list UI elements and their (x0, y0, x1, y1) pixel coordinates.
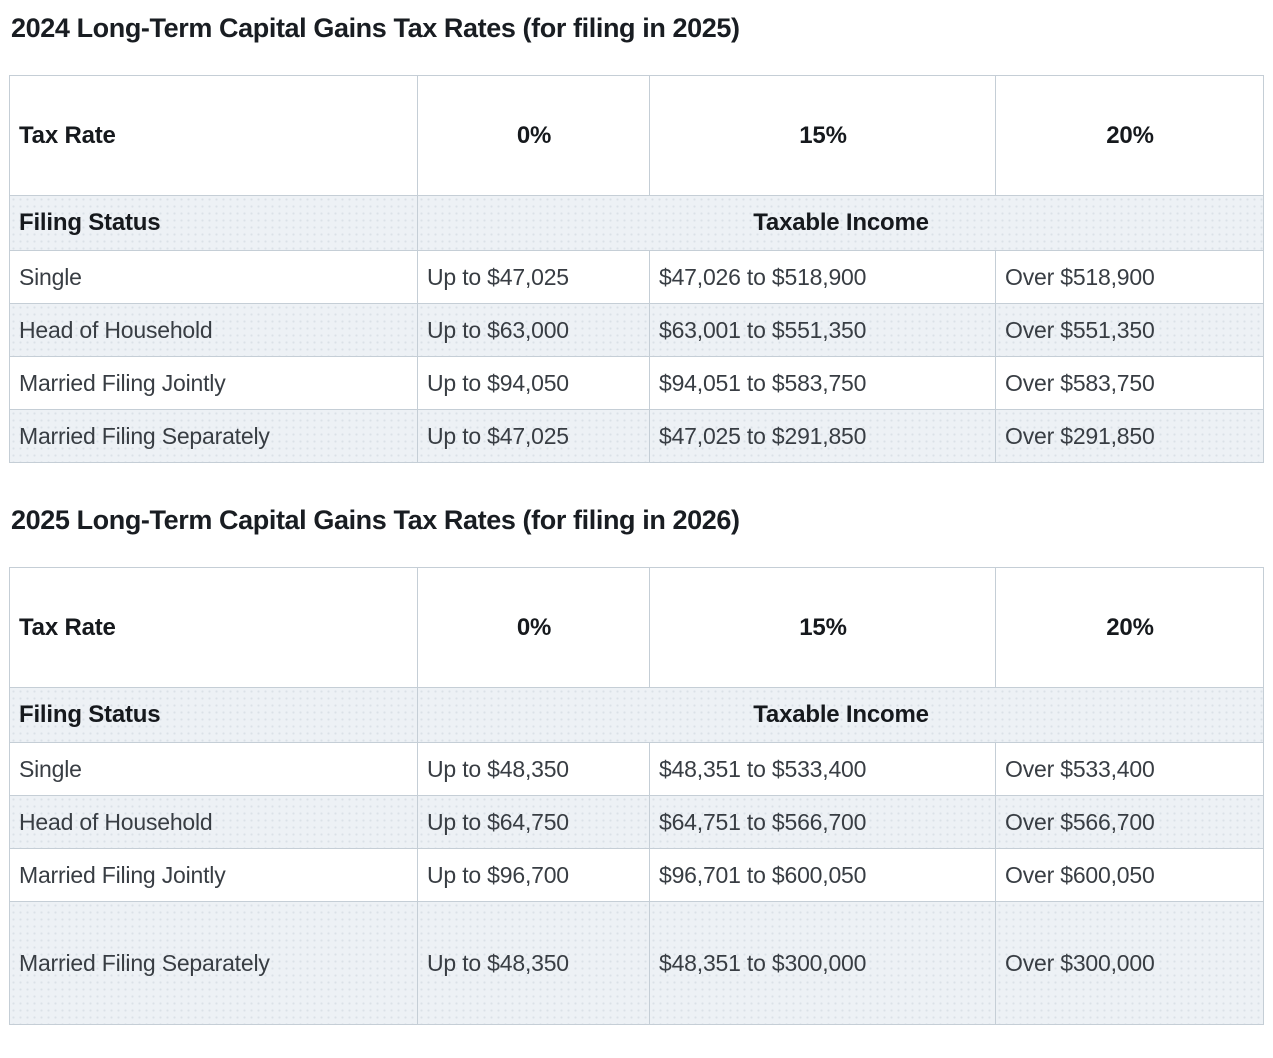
filing-status-header: Filing Status (9, 195, 418, 252)
tax-rate-header: Tax Rate (9, 75, 418, 197)
tax-rate-header: Tax Rate (9, 567, 418, 689)
cell-status: Married Filing Jointly (9, 356, 418, 411)
table-row-married-jointly: Married Filing Jointly Up to $96,700 $96… (9, 848, 1264, 903)
cell-rate-0: Up to $64,750 (417, 795, 650, 850)
cell-status: Single (9, 250, 418, 305)
cell-rate-20: Over $583,750 (995, 356, 1264, 411)
cell-rate-0: Up to $94,050 (417, 356, 650, 411)
cell-rate-20: Over $533,400 (995, 742, 1264, 797)
rate-0-header: 0% (417, 567, 650, 689)
filing-status-header: Filing Status (9, 687, 418, 744)
table-row-married-separately: Married Filing Separately Up to $47,025 … (9, 409, 1264, 464)
table-row-head-of-household: Head of Household Up to $64,750 $64,751 … (9, 795, 1264, 850)
table-row-single: Single Up to $47,025 $47,026 to $518,900… (9, 250, 1264, 305)
cell-rate-0: Up to $47,025 (417, 250, 650, 305)
cell-rate-15: $47,026 to $518,900 (649, 250, 996, 305)
cell-status: Head of Household (9, 303, 418, 358)
cell-status: Head of Household (9, 795, 418, 850)
rate-15-header: 15% (649, 75, 996, 197)
cell-rate-15: $48,351 to $300,000 (649, 901, 996, 1026)
cell-status: Married Filing Jointly (9, 848, 418, 903)
cell-status: Married Filing Separately (9, 409, 418, 464)
cell-status: Married Filing Separately (9, 901, 418, 1026)
rate-20-header: 20% (995, 567, 1264, 689)
cell-rate-20: Over $291,850 (995, 409, 1264, 464)
cell-rate-20: Over $551,350 (995, 303, 1264, 358)
table-row-single: Single Up to $48,350 $48,351 to $533,400… (9, 742, 1264, 797)
table-row-head-of-household: Head of Household Up to $63,000 $63,001 … (9, 303, 1264, 358)
cell-rate-0: Up to $47,025 (417, 409, 650, 464)
capital-gains-table-2024: Tax Rate 0% 15% 20% Filing Status Taxabl… (9, 75, 1264, 464)
rate-header-row: Tax Rate 0% 15% 20% (9, 567, 1264, 689)
cell-rate-15: $64,751 to $566,700 (649, 795, 996, 850)
cell-rate-20: Over $518,900 (995, 250, 1264, 305)
cell-rate-0: Up to $96,700 (417, 848, 650, 903)
rate-15-header: 15% (649, 567, 996, 689)
cell-rate-15: $94,051 to $583,750 (649, 356, 996, 411)
taxable-income-header: Taxable Income (417, 195, 1264, 252)
rate-20-header: 20% (995, 75, 1264, 197)
cell-rate-20: Over $300,000 (995, 901, 1264, 1026)
rate-header-row: Tax Rate 0% 15% 20% (9, 75, 1264, 197)
cell-rate-0: Up to $48,350 (417, 901, 650, 1026)
capital-gains-table-2025: Tax Rate 0% 15% 20% Filing Status Taxabl… (9, 567, 1264, 1026)
table-row-married-jointly: Married Filing Jointly Up to $94,050 $94… (9, 356, 1264, 411)
cell-rate-15: $47,025 to $291,850 (649, 409, 996, 464)
cell-rate-0: Up to $63,000 (417, 303, 650, 358)
rate-0-header: 0% (417, 75, 650, 197)
cell-rate-0: Up to $48,350 (417, 742, 650, 797)
taxable-income-header: Taxable Income (417, 687, 1264, 744)
subheader-row: Filing Status Taxable Income (9, 687, 1264, 744)
cell-rate-20: Over $566,700 (995, 795, 1264, 850)
cell-rate-15: $48,351 to $533,400 (649, 742, 996, 797)
cell-status: Single (9, 742, 418, 797)
table-row-married-separately: Married Filing Separately Up to $48,350 … (9, 901, 1264, 1026)
cell-rate-15: $63,001 to $551,350 (649, 303, 996, 358)
table-title-2024: 2024 Long-Term Capital Gains Tax Rates (… (11, 13, 740, 43)
subheader-row: Filing Status Taxable Income (9, 195, 1264, 252)
cell-rate-20: Over $600,050 (995, 848, 1264, 903)
cell-rate-15: $96,701 to $600,050 (649, 848, 996, 903)
table-title-2025: 2025 Long-Term Capital Gains Tax Rates (… (11, 505, 740, 536)
